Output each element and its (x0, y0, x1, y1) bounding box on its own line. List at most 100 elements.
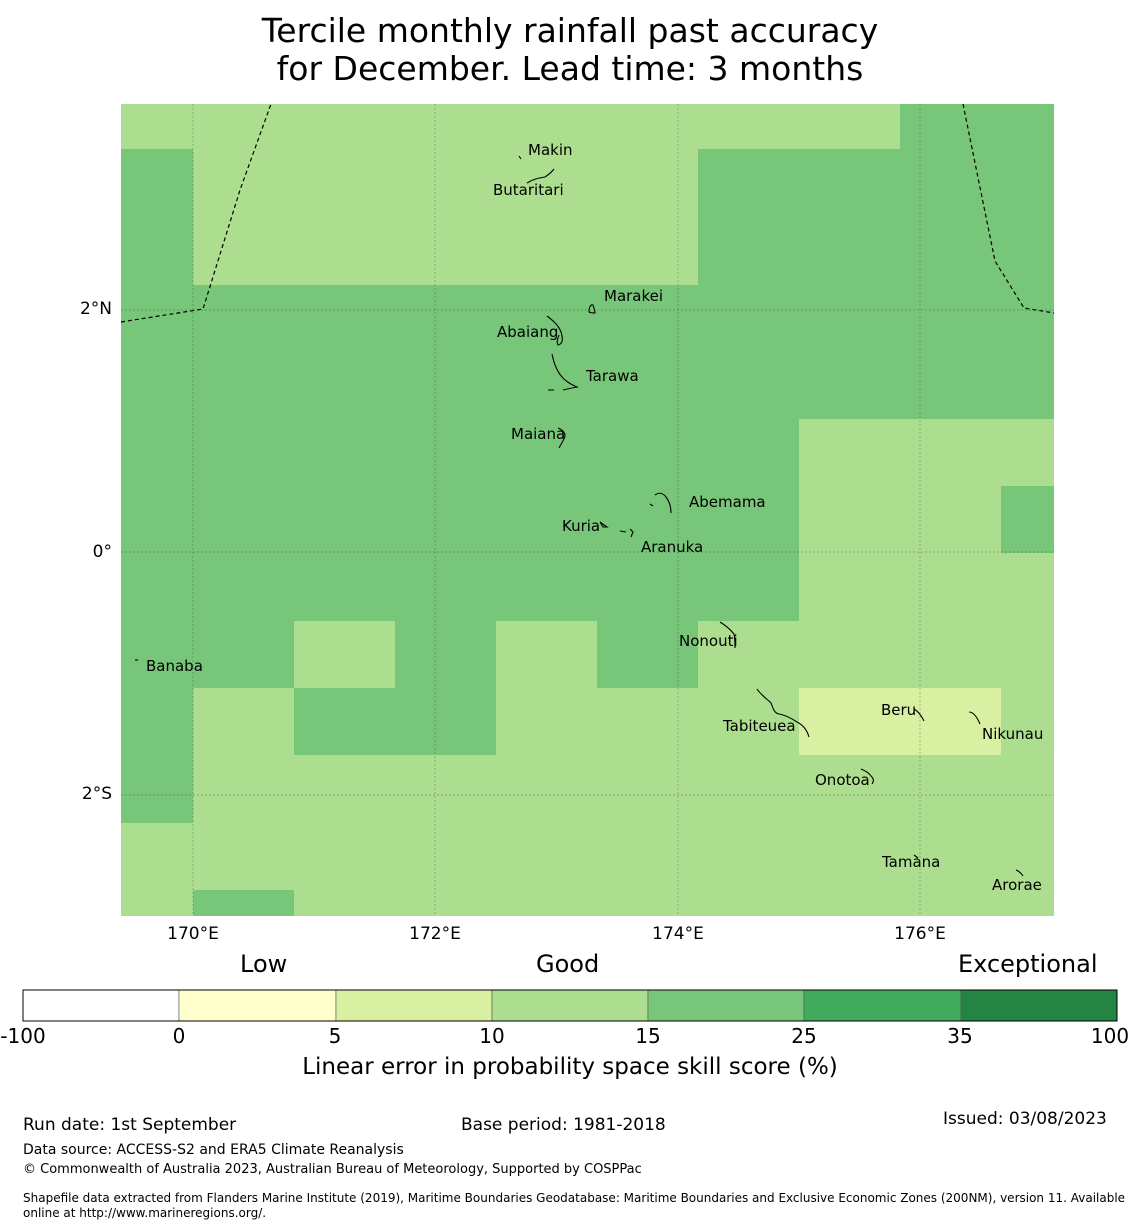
grid-cell (121, 823, 193, 890)
grid-cell (597, 149, 698, 217)
eez-boundary-east (962, 103, 1055, 314)
grid-cell (121, 352, 193, 419)
grid-cell (496, 217, 597, 285)
grid-cell (1001, 688, 1054, 755)
colorbar-tick-5: 5 (328, 1024, 342, 1048)
grid-cell (597, 823, 698, 890)
grid-cell (121, 104, 193, 149)
grid-cell (294, 486, 395, 553)
grid-cell (121, 688, 193, 755)
island-shape-tabiteuea (756, 688, 810, 738)
grid-cell (193, 104, 294, 149)
lon-tick-174e: 174°E (652, 924, 704, 944)
grid-cell (496, 486, 597, 553)
grid-cell (121, 486, 193, 553)
grid-cell (799, 890, 900, 916)
grid-cell (395, 217, 496, 285)
grid-cell (597, 217, 698, 285)
grid-cell (1001, 149, 1054, 217)
island-label-nikunau: Nikunau (982, 725, 1043, 743)
grid-cell (294, 553, 395, 621)
shapefile-credit: Shapefile data extracted from Flanders M… (23, 1191, 1126, 1220)
grid-cell (496, 823, 597, 890)
grid-cell (698, 104, 799, 149)
island-shape-tarawa (548, 353, 579, 391)
grid-cell (193, 285, 294, 352)
island-shape-nonouti (719, 621, 736, 649)
grid-cell (799, 352, 900, 419)
grid-cell (395, 823, 496, 890)
grid-cell (294, 419, 395, 486)
grid-cell (121, 285, 193, 352)
grid-cell (799, 217, 900, 285)
grid-cell (900, 553, 1001, 621)
grid-cell (395, 621, 496, 688)
colorbar-tick-15: 15 (635, 1024, 661, 1048)
colorbar-tick-100: 100 (1090, 1024, 1130, 1048)
grid-cell (395, 149, 496, 217)
grid-cell (1001, 890, 1054, 916)
island-shape-arorae (1015, 869, 1024, 877)
grid-cell (597, 890, 698, 916)
grid-cell (597, 755, 698, 823)
grid-cell (1001, 823, 1054, 890)
legend-category-exceptional: Exceptional (958, 950, 1098, 978)
map-title-line1: Tercile monthly rainfall past accuracy (261, 11, 879, 50)
grid-cell (698, 553, 799, 621)
grid-cell (395, 890, 496, 916)
grid-cell (121, 621, 193, 688)
grid-cell (121, 890, 193, 916)
grid-cell (1001, 104, 1054, 149)
grid-cell (294, 104, 395, 149)
grid-cell (900, 621, 1001, 688)
grid-cell (698, 285, 799, 352)
grid-cell (193, 352, 294, 419)
grid-cell (698, 621, 799, 688)
grid-cell (900, 285, 1001, 352)
grid-cell (698, 823, 799, 890)
island-shape-tamana (913, 854, 919, 859)
grid-cell (597, 104, 698, 149)
colorbar-segment (178, 989, 337, 1022)
grid-cell (900, 149, 1001, 217)
grid-cell (799, 104, 900, 149)
grid-cell (395, 688, 496, 755)
grid-cell (294, 823, 395, 890)
colorbar-segment (335, 989, 493, 1022)
island-label-beru: Beru (881, 701, 916, 719)
lat-tick-2n: 2°N (79, 299, 112, 319)
colorbar-segment (491, 989, 649, 1022)
grid-cell (698, 688, 799, 755)
island-shape-maiana (557, 427, 566, 449)
grid-cell (799, 149, 900, 217)
grid-cell (597, 553, 698, 621)
island-label-kuria: Kuria (562, 517, 600, 535)
island-shape-marakei (588, 304, 596, 314)
data-source: Data source: ACCESS-S2 and ERA5 Climate … (23, 1142, 404, 1158)
grid-cell (900, 419, 1001, 486)
grid-cell (597, 486, 698, 553)
grid-cell (597, 285, 698, 352)
grid-cell (294, 352, 395, 419)
grid-cell (496, 419, 597, 486)
grid-cell (496, 104, 597, 149)
grid-cell (799, 755, 900, 823)
colorbar-segment (960, 989, 1118, 1022)
grid-cell (294, 217, 395, 285)
colorbar-tick-25: 25 (791, 1024, 817, 1048)
grid-cell (395, 352, 496, 419)
eez-boundaries (120, 103, 1055, 323)
grid-cell (193, 688, 294, 755)
grid-cell (799, 688, 900, 755)
island-label-butaritari: Butaritari (493, 181, 564, 199)
lat-tick-0: 0° (92, 542, 112, 562)
grid-cell (900, 890, 1001, 916)
colorbar-tick-minus100: -100 (0, 1024, 46, 1048)
grid-cell (900, 104, 1001, 149)
island-shape-abemama (649, 492, 672, 514)
grid-cell (900, 486, 1001, 553)
legend-category-low: Low (240, 950, 288, 978)
grid-cell (597, 352, 698, 419)
grid-cell (698, 890, 799, 916)
grid-cell (698, 352, 799, 419)
